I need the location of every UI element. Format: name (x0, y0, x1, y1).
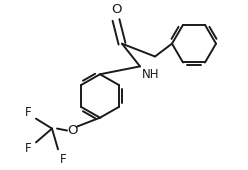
Text: O: O (68, 124, 78, 137)
Text: O: O (111, 3, 121, 16)
Text: F: F (25, 106, 31, 119)
Text: NH: NH (142, 68, 159, 81)
Text: F: F (25, 142, 31, 155)
Text: F: F (60, 153, 66, 166)
